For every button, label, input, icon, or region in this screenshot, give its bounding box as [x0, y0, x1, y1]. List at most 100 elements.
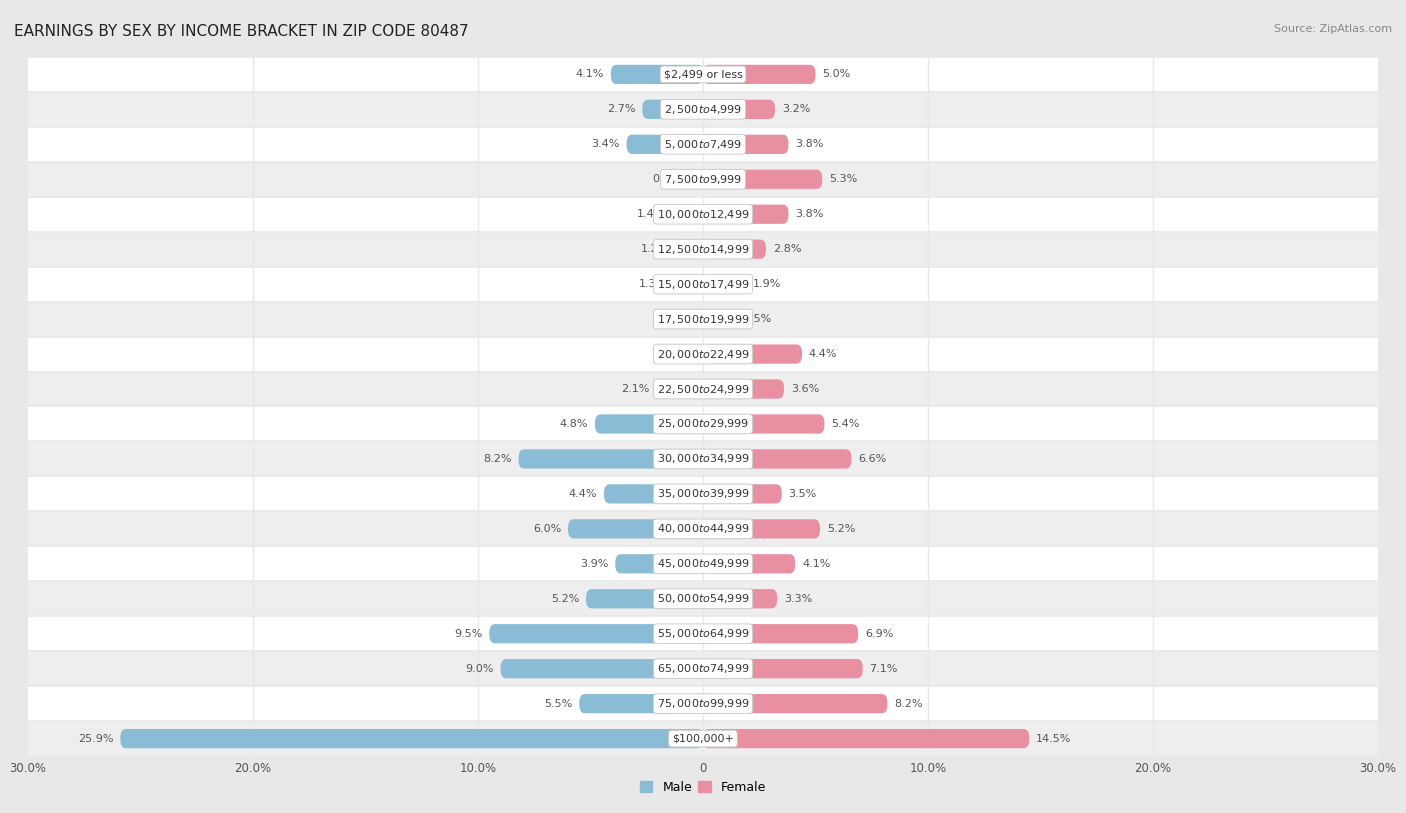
Text: 2.1%: 2.1%: [620, 384, 650, 394]
Bar: [28, 267, 1378, 302]
Text: $2,500 to $4,999: $2,500 to $4,999: [664, 103, 742, 115]
Bar: [28, 686, 1378, 721]
Text: $7,500 to $9,999: $7,500 to $9,999: [664, 173, 742, 185]
FancyBboxPatch shape: [703, 310, 737, 328]
FancyBboxPatch shape: [696, 345, 703, 363]
Text: 6.9%: 6.9%: [865, 628, 893, 639]
FancyBboxPatch shape: [703, 205, 789, 224]
Text: $45,000 to $49,999: $45,000 to $49,999: [657, 558, 749, 570]
Text: $75,000 to $99,999: $75,000 to $99,999: [657, 698, 749, 710]
FancyBboxPatch shape: [586, 589, 703, 608]
Text: 4.1%: 4.1%: [575, 69, 605, 80]
Bar: [28, 162, 1378, 197]
Text: 1.4%: 1.4%: [637, 209, 665, 220]
Text: 2.8%: 2.8%: [773, 244, 801, 254]
Text: $22,500 to $24,999: $22,500 to $24,999: [657, 383, 749, 395]
Text: 8.2%: 8.2%: [484, 454, 512, 464]
Text: 3.4%: 3.4%: [592, 139, 620, 150]
Text: 1.5%: 1.5%: [744, 314, 772, 324]
Bar: [28, 616, 1378, 651]
FancyBboxPatch shape: [703, 135, 789, 154]
Text: $10,000 to $12,499: $10,000 to $12,499: [657, 208, 749, 220]
Text: 25.9%: 25.9%: [79, 733, 114, 744]
Text: $65,000 to $74,999: $65,000 to $74,999: [657, 663, 749, 675]
Text: 5.2%: 5.2%: [551, 593, 579, 604]
FancyBboxPatch shape: [672, 205, 703, 224]
Bar: [28, 581, 1378, 616]
Text: 5.3%: 5.3%: [830, 174, 858, 185]
Text: EARNINGS BY SEX BY INCOME BRACKET IN ZIP CODE 80487: EARNINGS BY SEX BY INCOME BRACKET IN ZIP…: [14, 24, 468, 39]
Text: 4.4%: 4.4%: [808, 349, 837, 359]
Text: $30,000 to $34,999: $30,000 to $34,999: [657, 453, 749, 465]
FancyBboxPatch shape: [703, 345, 801, 363]
Text: 5.0%: 5.0%: [823, 69, 851, 80]
FancyBboxPatch shape: [610, 65, 703, 84]
Text: $5,000 to $7,499: $5,000 to $7,499: [664, 138, 742, 150]
Text: $17,500 to $19,999: $17,500 to $19,999: [657, 313, 749, 325]
FancyBboxPatch shape: [121, 729, 703, 748]
Text: $20,000 to $22,499: $20,000 to $22,499: [657, 348, 749, 360]
Text: 0.39%: 0.39%: [652, 174, 688, 185]
FancyBboxPatch shape: [616, 554, 703, 573]
Bar: [28, 406, 1378, 441]
Text: 3.9%: 3.9%: [581, 559, 609, 569]
Text: 4.8%: 4.8%: [560, 419, 588, 429]
Text: $100,000+: $100,000+: [672, 733, 734, 744]
FancyBboxPatch shape: [703, 100, 775, 119]
FancyBboxPatch shape: [703, 624, 858, 643]
Text: 14.5%: 14.5%: [1036, 733, 1071, 744]
Text: $35,000 to $39,999: $35,000 to $39,999: [657, 488, 749, 500]
FancyBboxPatch shape: [673, 275, 703, 293]
FancyBboxPatch shape: [703, 520, 820, 538]
FancyBboxPatch shape: [519, 450, 703, 468]
Text: $55,000 to $64,999: $55,000 to $64,999: [657, 628, 749, 640]
Text: 1.2%: 1.2%: [641, 244, 669, 254]
Text: 0.7%: 0.7%: [652, 314, 681, 324]
FancyBboxPatch shape: [703, 589, 778, 608]
FancyBboxPatch shape: [703, 554, 796, 573]
Text: $2,499 or less: $2,499 or less: [664, 69, 742, 80]
FancyBboxPatch shape: [703, 380, 785, 398]
Bar: [28, 302, 1378, 337]
FancyBboxPatch shape: [703, 659, 863, 678]
Text: 9.5%: 9.5%: [454, 628, 482, 639]
Bar: [28, 57, 1378, 92]
Text: 4.1%: 4.1%: [801, 559, 831, 569]
Text: 6.0%: 6.0%: [533, 524, 561, 534]
FancyBboxPatch shape: [703, 170, 823, 189]
Bar: [28, 92, 1378, 127]
Text: 3.5%: 3.5%: [789, 489, 817, 499]
Text: 7.1%: 7.1%: [869, 663, 898, 674]
Text: 6.6%: 6.6%: [858, 454, 886, 464]
Text: $40,000 to $44,999: $40,000 to $44,999: [657, 523, 749, 535]
FancyBboxPatch shape: [703, 240, 766, 259]
Text: Source: ZipAtlas.com: Source: ZipAtlas.com: [1274, 24, 1392, 34]
Text: $15,000 to $17,499: $15,000 to $17,499: [657, 278, 749, 290]
Text: 4.4%: 4.4%: [569, 489, 598, 499]
Text: $50,000 to $54,999: $50,000 to $54,999: [657, 593, 749, 605]
FancyBboxPatch shape: [695, 170, 703, 189]
Text: 3.8%: 3.8%: [796, 209, 824, 220]
FancyBboxPatch shape: [501, 659, 703, 678]
Text: 2.7%: 2.7%: [607, 104, 636, 115]
Bar: [28, 372, 1378, 406]
Legend: Male, Female: Male, Female: [636, 776, 770, 799]
Bar: [28, 476, 1378, 511]
Text: 3.8%: 3.8%: [796, 139, 824, 150]
Bar: [28, 511, 1378, 546]
FancyBboxPatch shape: [703, 485, 782, 503]
FancyBboxPatch shape: [703, 65, 815, 84]
Text: 5.4%: 5.4%: [831, 419, 859, 429]
FancyBboxPatch shape: [703, 450, 852, 468]
Bar: [28, 197, 1378, 232]
Text: 1.9%: 1.9%: [752, 279, 780, 289]
FancyBboxPatch shape: [703, 729, 1029, 748]
Text: $25,000 to $29,999: $25,000 to $29,999: [657, 418, 749, 430]
FancyBboxPatch shape: [489, 624, 703, 643]
Bar: [28, 337, 1378, 372]
Text: 1.3%: 1.3%: [638, 279, 666, 289]
Text: 3.2%: 3.2%: [782, 104, 810, 115]
FancyBboxPatch shape: [703, 694, 887, 713]
FancyBboxPatch shape: [643, 100, 703, 119]
Text: 5.2%: 5.2%: [827, 524, 855, 534]
